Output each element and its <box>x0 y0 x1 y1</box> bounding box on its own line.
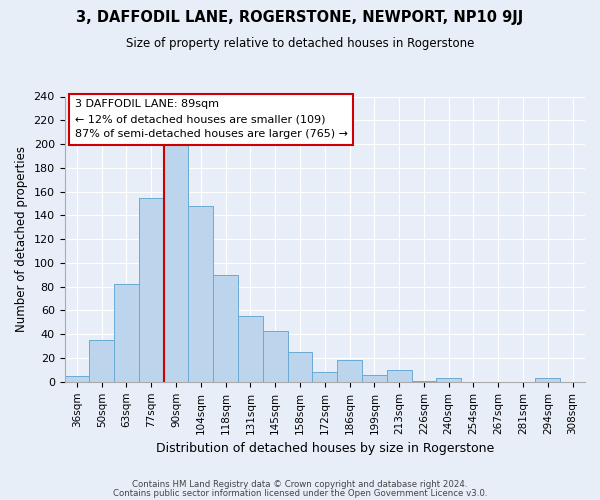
Text: 3 DAFFODIL LANE: 89sqm
← 12% of detached houses are smaller (109)
87% of semi-de: 3 DAFFODIL LANE: 89sqm ← 12% of detached… <box>75 100 348 139</box>
Bar <box>263 330 287 382</box>
Bar <box>89 340 114 382</box>
Bar <box>337 360 362 382</box>
Bar <box>436 378 461 382</box>
Y-axis label: Number of detached properties: Number of detached properties <box>15 146 28 332</box>
Bar <box>535 378 560 382</box>
Bar <box>238 316 263 382</box>
Bar <box>114 284 139 382</box>
Text: Contains HM Land Registry data © Crown copyright and database right 2024.: Contains HM Land Registry data © Crown c… <box>132 480 468 489</box>
Text: Contains public sector information licensed under the Open Government Licence v3: Contains public sector information licen… <box>113 489 487 498</box>
Text: Size of property relative to detached houses in Rogerstone: Size of property relative to detached ho… <box>126 38 474 51</box>
X-axis label: Distribution of detached houses by size in Rogerstone: Distribution of detached houses by size … <box>155 442 494 455</box>
Bar <box>412 380 436 382</box>
Bar <box>139 198 164 382</box>
Bar <box>387 370 412 382</box>
Bar <box>313 372 337 382</box>
Bar <box>65 376 89 382</box>
Bar <box>213 275 238 382</box>
Bar <box>362 374 387 382</box>
Bar <box>188 206 213 382</box>
Text: 3, DAFFODIL LANE, ROGERSTONE, NEWPORT, NP10 9JJ: 3, DAFFODIL LANE, ROGERSTONE, NEWPORT, N… <box>76 10 524 25</box>
Bar <box>287 352 313 382</box>
Bar <box>164 144 188 382</box>
